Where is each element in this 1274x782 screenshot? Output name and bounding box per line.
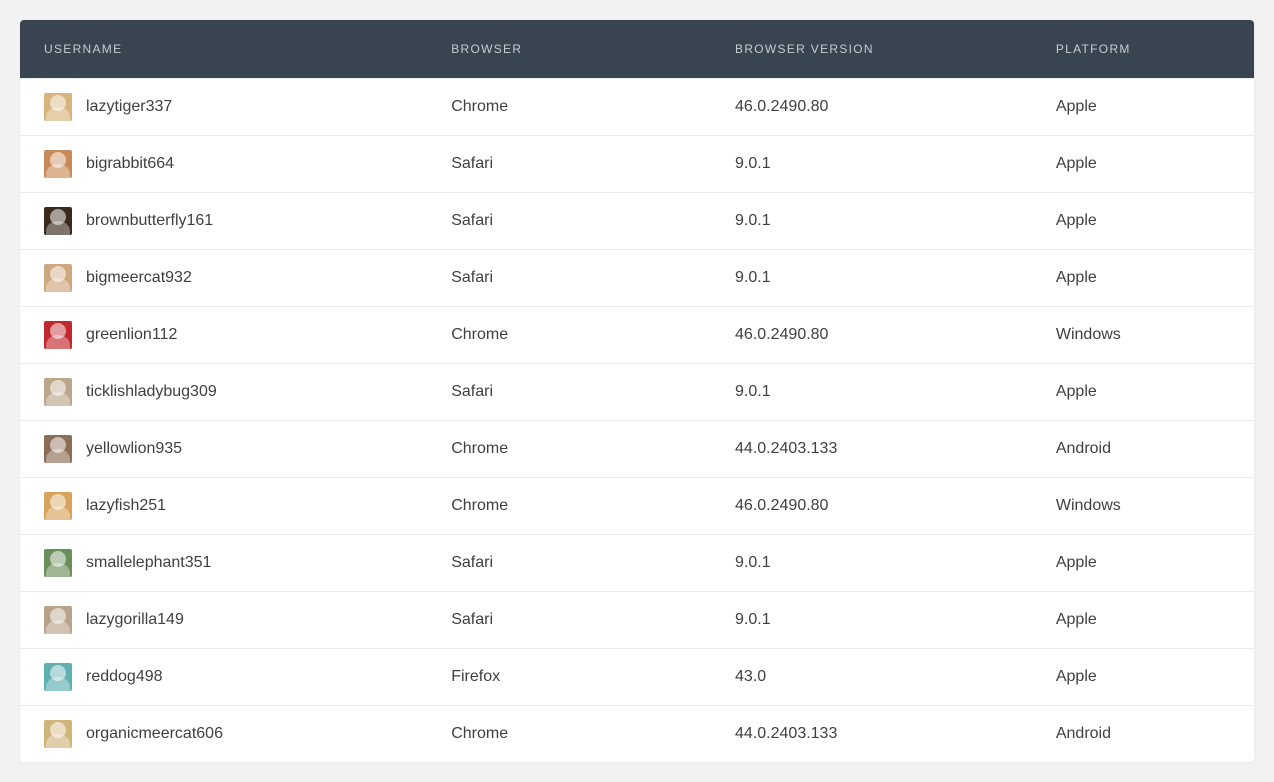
avatar <box>44 207 72 235</box>
table-row[interactable]: greenlion112 Chrome 46.0.2490.80 Windows <box>20 307 1254 364</box>
cell-platform: Apple <box>1032 535 1254 592</box>
table-header-row: USERNAME BROWSER BROWSER VERSION PLATFOR… <box>20 20 1254 79</box>
cell-browser-version: 9.0.1 <box>711 364 1032 421</box>
table-row[interactable]: reddog498 Firefox 43.0 Apple <box>20 649 1254 706</box>
avatar <box>44 492 72 520</box>
cell-browser: Chrome <box>427 307 711 364</box>
avatar <box>44 435 72 463</box>
cell-platform: Apple <box>1032 364 1254 421</box>
cell-browser: Chrome <box>427 79 711 136</box>
table-row[interactable]: bigrabbit664 Safari 9.0.1 Apple <box>20 136 1254 193</box>
cell-username: reddog498 <box>20 649 427 706</box>
col-header-platform[interactable]: PLATFORM <box>1032 20 1254 79</box>
cell-username: smallelephant351 <box>20 535 427 592</box>
username-text: smallelephant351 <box>86 554 211 572</box>
cell-platform: Windows <box>1032 478 1254 535</box>
cell-username: lazygorilla149 <box>20 592 427 649</box>
users-table-container: USERNAME BROWSER BROWSER VERSION PLATFOR… <box>20 20 1254 762</box>
cell-browser: Safari <box>427 592 711 649</box>
cell-browser-version: 9.0.1 <box>711 136 1032 193</box>
table-row[interactable]: lazytiger337 Chrome 46.0.2490.80 Apple <box>20 79 1254 136</box>
users-table: USERNAME BROWSER BROWSER VERSION PLATFOR… <box>20 20 1254 762</box>
cell-platform: Windows <box>1032 307 1254 364</box>
cell-username: greenlion112 <box>20 307 427 364</box>
table-row[interactable]: ticklishladybug309 Safari 9.0.1 Apple <box>20 364 1254 421</box>
username-text: reddog498 <box>86 668 163 686</box>
username-text: bigmeercat932 <box>86 269 192 287</box>
table-row[interactable]: yellowlion935 Chrome 44.0.2403.133 Andro… <box>20 421 1254 478</box>
cell-browser-version: 9.0.1 <box>711 193 1032 250</box>
username-text: lazytiger337 <box>86 98 172 116</box>
cell-username: lazytiger337 <box>20 79 427 136</box>
username-text: organicmeercat606 <box>86 725 223 743</box>
cell-browser: Safari <box>427 193 711 250</box>
table-row[interactable]: lazygorilla149 Safari 9.0.1 Apple <box>20 592 1254 649</box>
cell-browser-version: 9.0.1 <box>711 535 1032 592</box>
cell-browser-version: 44.0.2403.133 <box>711 706 1032 763</box>
cell-username: organicmeercat606 <box>20 706 427 763</box>
col-header-browser[interactable]: BROWSER <box>427 20 711 79</box>
cell-username: bigrabbit664 <box>20 136 427 193</box>
cell-username: brownbutterfly161 <box>20 193 427 250</box>
avatar <box>44 93 72 121</box>
cell-platform: Apple <box>1032 193 1254 250</box>
cell-username: yellowlion935 <box>20 421 427 478</box>
cell-username: bigmeercat932 <box>20 250 427 307</box>
avatar <box>44 264 72 292</box>
cell-platform: Apple <box>1032 79 1254 136</box>
cell-browser-version: 44.0.2403.133 <box>711 421 1032 478</box>
avatar <box>44 378 72 406</box>
cell-platform: Android <box>1032 706 1254 763</box>
avatar <box>44 321 72 349</box>
col-header-username[interactable]: USERNAME <box>20 20 427 79</box>
username-text: brownbutterfly161 <box>86 212 213 230</box>
cell-browser: Safari <box>427 535 711 592</box>
cell-username: ticklishladybug309 <box>20 364 427 421</box>
table-row[interactable]: bigmeercat932 Safari 9.0.1 Apple <box>20 250 1254 307</box>
avatar <box>44 549 72 577</box>
username-text: lazygorilla149 <box>86 611 184 629</box>
username-text: yellowlion935 <box>86 440 182 458</box>
avatar <box>44 606 72 634</box>
cell-platform: Apple <box>1032 250 1254 307</box>
cell-browser: Chrome <box>427 706 711 763</box>
username-text: lazyfish251 <box>86 497 166 515</box>
cell-platform: Apple <box>1032 592 1254 649</box>
table-row[interactable]: smallelephant351 Safari 9.0.1 Apple <box>20 535 1254 592</box>
cell-browser: Safari <box>427 364 711 421</box>
cell-browser: Firefox <box>427 649 711 706</box>
avatar <box>44 720 72 748</box>
cell-username: lazyfish251 <box>20 478 427 535</box>
avatar <box>44 663 72 691</box>
table-row[interactable]: brownbutterfly161 Safari 9.0.1 Apple <box>20 193 1254 250</box>
cell-browser-version: 9.0.1 <box>711 592 1032 649</box>
cell-browser-version: 9.0.1 <box>711 250 1032 307</box>
cell-platform: Android <box>1032 421 1254 478</box>
cell-browser: Safari <box>427 136 711 193</box>
avatar <box>44 150 72 178</box>
cell-browser: Chrome <box>427 421 711 478</box>
table-row[interactable]: lazyfish251 Chrome 46.0.2490.80 Windows <box>20 478 1254 535</box>
username-text: greenlion112 <box>86 326 177 344</box>
username-text: ticklishladybug309 <box>86 383 217 401</box>
cell-platform: Apple <box>1032 649 1254 706</box>
cell-browser: Chrome <box>427 478 711 535</box>
col-header-browser-version[interactable]: BROWSER VERSION <box>711 20 1032 79</box>
cell-browser-version: 46.0.2490.80 <box>711 307 1032 364</box>
cell-browser: Safari <box>427 250 711 307</box>
cell-browser-version: 43.0 <box>711 649 1032 706</box>
cell-browser-version: 46.0.2490.80 <box>711 478 1032 535</box>
table-row[interactable]: organicmeercat606 Chrome 44.0.2403.133 A… <box>20 706 1254 763</box>
username-text: bigrabbit664 <box>86 155 174 173</box>
cell-browser-version: 46.0.2490.80 <box>711 79 1032 136</box>
cell-platform: Apple <box>1032 136 1254 193</box>
